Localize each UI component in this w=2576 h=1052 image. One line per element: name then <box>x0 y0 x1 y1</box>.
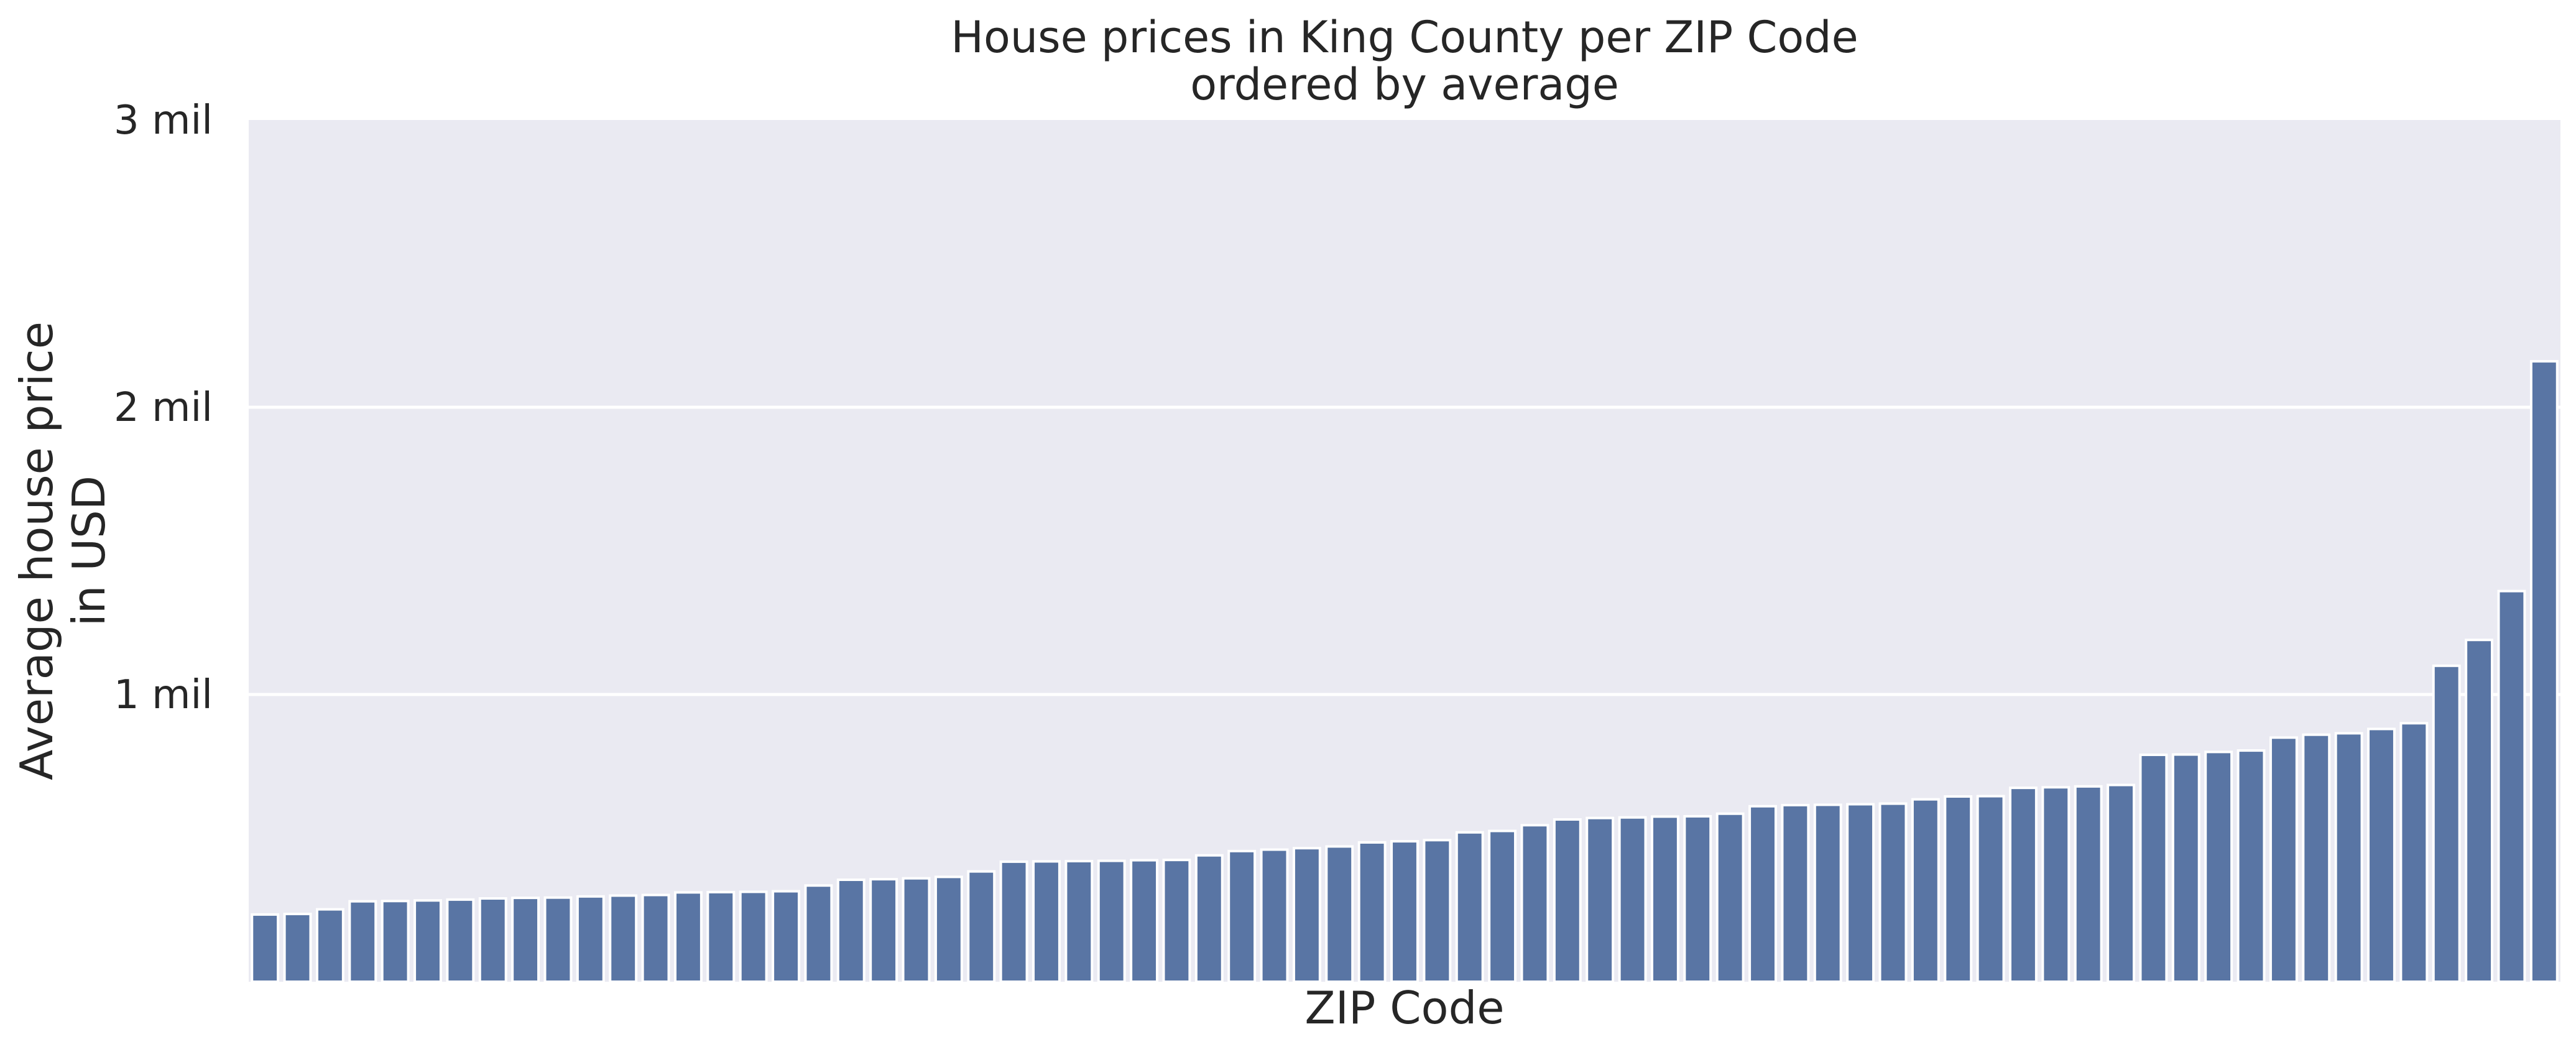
bar <box>1911 798 1940 983</box>
bar <box>2302 733 2331 984</box>
bar <box>1586 816 1615 984</box>
bar <box>2204 750 2233 984</box>
bar <box>1064 859 1094 983</box>
bar <box>934 875 963 983</box>
bar <box>1976 795 2005 984</box>
bar <box>283 912 312 983</box>
bar <box>706 890 736 983</box>
bar <box>478 897 507 984</box>
bar <box>2107 783 2136 984</box>
bar <box>1650 815 1679 983</box>
bar <box>1944 795 1973 983</box>
bar <box>446 898 475 983</box>
bar <box>315 908 344 983</box>
bar <box>641 893 670 983</box>
bar <box>902 877 931 984</box>
chart-title-line-1: House prices in King County per ZIP Code <box>951 12 1858 63</box>
bar <box>999 860 1028 983</box>
bar <box>739 890 768 984</box>
bar <box>2139 754 2168 984</box>
bar <box>1292 847 1321 984</box>
y-tick-label: 3 mil <box>114 98 213 144</box>
bar <box>674 891 703 983</box>
bar <box>1423 839 1452 983</box>
bar <box>348 900 377 984</box>
bar <box>2529 360 2559 983</box>
bar <box>2497 589 2526 983</box>
bar <box>2399 722 2429 983</box>
y-axis-label-line-1: Average house price <box>11 321 63 780</box>
bar <box>1390 840 1419 983</box>
x-axis-label: ZIP Code <box>1304 982 1504 1034</box>
bars <box>251 360 2559 984</box>
bar <box>1748 805 1777 983</box>
bar <box>2009 787 2038 984</box>
gridlines <box>249 405 2560 696</box>
bar <box>1520 824 1549 983</box>
bar <box>1325 845 1354 984</box>
bar <box>2269 736 2298 984</box>
bar <box>1488 829 1517 983</box>
y-tick-label: 2 mil <box>114 385 213 431</box>
bar <box>2334 732 2363 983</box>
bar <box>2237 749 2266 983</box>
bar <box>251 913 280 984</box>
bar <box>2367 727 2396 983</box>
bar <box>609 894 638 984</box>
bar <box>2171 753 2200 984</box>
bar <box>1878 802 1908 984</box>
bar <box>772 890 800 983</box>
bar <box>1781 803 1810 983</box>
y-tick-label: 1 mil <box>114 672 213 718</box>
bar <box>1032 860 1061 984</box>
bar <box>381 900 410 984</box>
bar <box>1553 818 1582 983</box>
bar <box>1455 831 1484 984</box>
bar <box>804 884 833 983</box>
bar <box>576 895 605 984</box>
bar <box>1227 849 1257 984</box>
bar <box>967 870 996 983</box>
bar <box>2074 785 2103 983</box>
y-axis-label-line-2: in USD <box>63 476 115 626</box>
bar <box>1162 859 1191 983</box>
chart-title-line-2: ordered by average <box>1190 59 1619 110</box>
bar <box>1357 841 1387 984</box>
bar <box>511 897 540 983</box>
bar <box>836 878 866 983</box>
bar <box>1130 859 1159 983</box>
bar <box>543 896 573 983</box>
bar <box>413 899 442 983</box>
bar <box>1846 803 1875 983</box>
bar <box>2041 786 2070 983</box>
bar <box>1260 848 1289 983</box>
bar <box>869 878 898 983</box>
bar <box>1683 814 1712 983</box>
bar <box>1813 803 1842 984</box>
bar <box>1194 854 1224 983</box>
y-tick-labels: 1 mil 2 mil 3 mil <box>114 98 213 718</box>
bar <box>1618 816 1647 983</box>
bar <box>2465 639 2494 983</box>
bar <box>1715 812 1745 983</box>
bar <box>1097 859 1126 983</box>
bar <box>2432 664 2461 984</box>
